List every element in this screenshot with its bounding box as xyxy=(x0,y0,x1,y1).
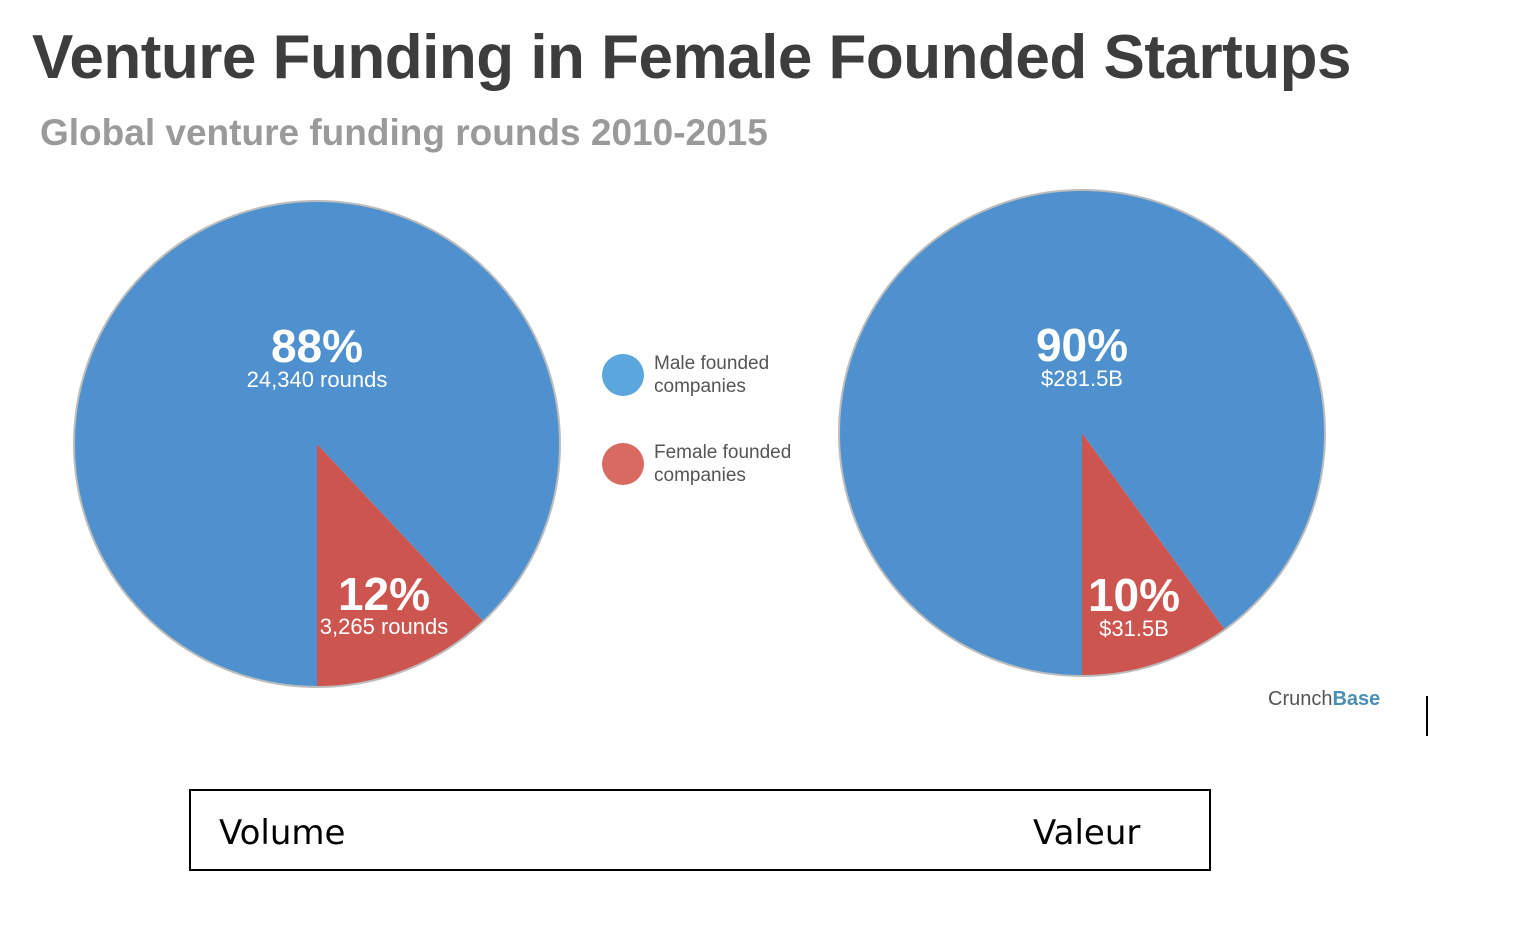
legend-swatch-male xyxy=(602,354,644,396)
source-credit-prefix: Crunch xyxy=(1268,688,1333,710)
legend-item-male: Male founded companies xyxy=(602,352,814,398)
data-label-percent-volume-male: 88% xyxy=(271,320,363,372)
pie-outline-value xyxy=(838,189,1326,677)
data-label-detail-volume-male: 24,340 rounds xyxy=(247,367,388,392)
caption-box[interactable]: Volume Valeur xyxy=(189,789,1211,871)
text-cursor xyxy=(1426,696,1428,736)
data-label-percent-value-female: 10% xyxy=(1088,569,1180,621)
source-credit: CrunchBase xyxy=(1268,688,1380,711)
legend-label-male: Male founded companies xyxy=(654,353,770,397)
source-credit-accent: Base xyxy=(1332,688,1381,710)
data-label-detail-value-male: $281.5B xyxy=(1041,366,1123,391)
pie-chart-volume: 88%24,340 rounds 12%3,265 rounds xyxy=(73,200,561,688)
pie-slice-value-male xyxy=(838,190,1325,676)
caption-volume: Volume xyxy=(219,813,346,853)
page-title: Venture Funding in Female Founded Startu… xyxy=(32,23,1351,92)
pie-slice-volume-female xyxy=(317,444,484,687)
pie-outline-volume xyxy=(73,200,561,688)
legend-item-female: Female founded companies xyxy=(602,441,814,487)
pie-slice-value-female xyxy=(1082,433,1225,676)
pie-chart-value: 90%$281.5B 10%$31.5B xyxy=(838,189,1326,677)
data-label-detail-volume-female: 3,265 rounds xyxy=(320,614,448,639)
data-label-detail-value-female: $31.5B xyxy=(1099,616,1169,641)
legend-label-female: Female founded companies xyxy=(654,442,792,486)
legend-swatch-female xyxy=(602,443,644,485)
data-label-percent-value-male: 90% xyxy=(1036,319,1128,371)
data-label-percent-volume-female: 12% xyxy=(338,568,430,620)
pie-slice-volume-male xyxy=(73,200,560,687)
page-subtitle: Global venture funding rounds 2010-2015 xyxy=(40,112,768,153)
caption-value: Valeur xyxy=(1033,813,1141,853)
